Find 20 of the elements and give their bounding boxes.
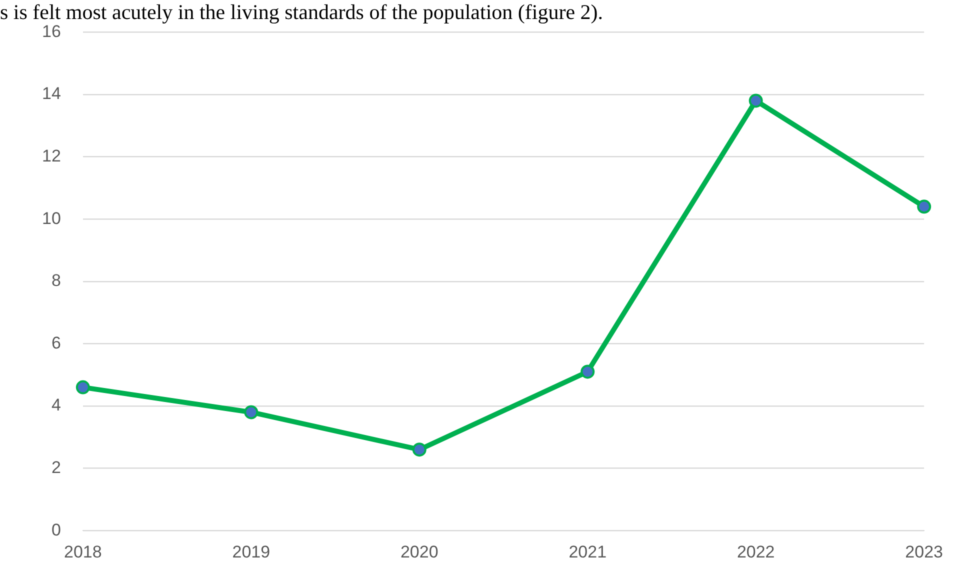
point: [76, 380, 90, 394]
y-tick-label: 14: [42, 84, 61, 104]
y-tick-label: 2: [51, 458, 61, 477]
x-tick-label: 2019: [232, 542, 270, 562]
point: [412, 442, 426, 457]
y-tick-label: 6: [51, 333, 61, 352]
y-tick-label: 4: [51, 396, 61, 415]
point: [244, 405, 258, 420]
x-tick-label: 2022: [736, 542, 775, 562]
y-tick-label: 0: [51, 520, 61, 540]
x-tick-label: 2018: [64, 542, 102, 562]
x-tick-label: 2021: [568, 542, 607, 562]
x-tick-label: 2023: [905, 542, 944, 562]
point: [917, 200, 932, 214]
point: [748, 94, 763, 108]
point: [580, 364, 595, 379]
y-tick-label: 8: [51, 271, 61, 290]
y-tick-label: 12: [42, 146, 61, 166]
y-tick-label: 10: [42, 208, 61, 228]
x-tick-label: 2020: [400, 542, 438, 562]
